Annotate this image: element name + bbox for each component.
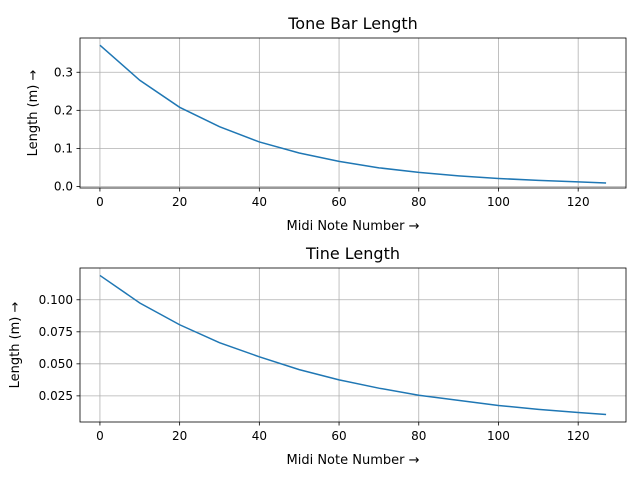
x-tick-label: 40 — [252, 429, 267, 443]
x-ticks: 0 20 40 60 80 100 120 — [96, 422, 590, 443]
chart-title: Tone Bar Length — [287, 14, 418, 33]
y-tick-label: 0.1 — [54, 141, 73, 155]
y-ticks: 0.0 0.1 0.2 0.3 — [54, 65, 80, 193]
x-tick-label: 80 — [411, 429, 426, 443]
y-tick-label: 0.075 — [39, 325, 73, 339]
grid-lines — [80, 268, 626, 422]
y-tick-label: 0.3 — [54, 65, 73, 79]
chart-tine-length: 0 20 40 60 80 100 120 0.025 0.050 0.075 0.100 Tin… — [8, 244, 627, 468]
y-tick-label: 0.2 — [54, 103, 73, 117]
series-line — [99, 44, 607, 184]
x-tick-label: 20 — [172, 429, 187, 443]
x-tick-label: 60 — [331, 195, 346, 209]
x-axis-label: Midi Note Number → — [287, 453, 420, 468]
series-line — [99, 274, 607, 416]
x-tick-label: 120 — [567, 429, 590, 443]
chart-tone-bar-length: 0 20 40 60 80 100 120 0.0 0.1 0.2 0.3 Tone Bar Le… — [26, 14, 627, 234]
x-tick-label: 100 — [487, 195, 510, 209]
plot-frame — [79, 267, 627, 423]
y-tick-label: 0.100 — [39, 293, 73, 307]
x-axis-label: Midi Note Number → — [287, 219, 420, 234]
y-tick-label: 0.025 — [39, 389, 73, 403]
y-tick-label: 0.050 — [39, 357, 73, 371]
x-tick-label: 100 — [487, 429, 510, 443]
y-tick-label: 0.0 — [54, 179, 73, 193]
x-tick-label: 60 — [331, 429, 346, 443]
y-ticks: 0.025 0.050 0.075 0.100 — [39, 293, 80, 403]
x-tick-label: 0 — [96, 429, 104, 443]
x-tick-label: 40 — [252, 195, 267, 209]
x-ticks: 0 20 40 60 80 100 120 — [96, 188, 590, 209]
x-tick-label: 20 — [172, 195, 187, 209]
chart-title: Tine Length — [305, 244, 400, 263]
plot-frame — [79, 37, 627, 189]
y-axis-label: Length (m) → — [8, 301, 23, 388]
grid-lines — [80, 38, 626, 188]
x-tick-label: 120 — [567, 195, 590, 209]
x-tick-label: 80 — [411, 195, 426, 209]
x-tick-label: 0 — [96, 195, 104, 209]
y-axis-label: Length (m) → — [26, 69, 41, 156]
